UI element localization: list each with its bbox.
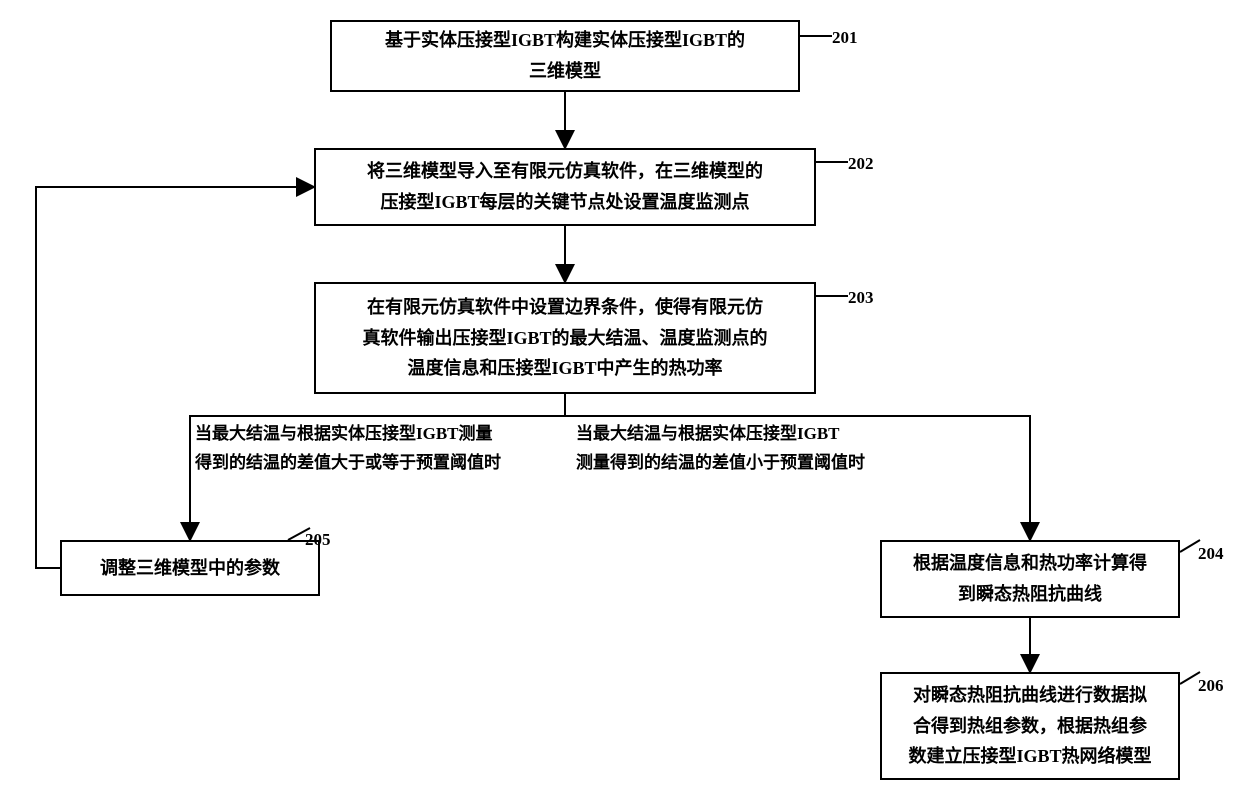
label-205: 205 <box>305 530 331 550</box>
label-202: 202 <box>848 154 874 174</box>
box-204: 根据温度信息和热功率计算得 到瞬态热阻抗曲线 <box>880 540 1180 618</box>
box-202-text: 将三维模型导入至有限元仿真软件，在三维模型的 压接型IGBT每层的关键节点处设置… <box>367 156 763 217</box>
label-203: 203 <box>848 288 874 308</box>
box-201: 基于实体压接型IGBT构建实体压接型IGBT的 三维模型 <box>330 20 800 92</box>
label-201: 201 <box>832 28 858 48</box>
box-202: 将三维模型导入至有限元仿真软件，在三维模型的 压接型IGBT每层的关键节点处设置… <box>314 148 816 226</box>
box-205-text: 调整三维模型中的参数 <box>100 553 280 584</box>
condition-left: 当最大结温与根据实体压接型IGBT测量 得到的结温的差值大于或等于预置阈值时 <box>195 420 501 478</box>
box-204-text: 根据温度信息和热功率计算得 到瞬态热阻抗曲线 <box>913 548 1147 609</box>
label-204: 204 <box>1198 544 1224 564</box>
box-203-text: 在有限元仿真软件中设置边界条件，使得有限元仿 真软件输出压接型IGBT的最大结温… <box>362 292 767 384</box>
box-205: 调整三维模型中的参数 <box>60 540 320 596</box>
flowchart-container: 基于实体压接型IGBT构建实体压接型IGBT的 三维模型 将三维模型导入至有限元… <box>0 0 1239 802</box>
condition-right: 当最大结温与根据实体压接型IGBT 测量得到的结温的差值小于预置阈值时 <box>576 420 865 478</box>
label-206: 206 <box>1198 676 1224 696</box>
box-201-text: 基于实体压接型IGBT构建实体压接型IGBT的 三维模型 <box>385 25 745 86</box>
box-206: 对瞬态热阻抗曲线进行数据拟 合得到热组参数，根据热组参 数建立压接型IGBT热网… <box>880 672 1180 780</box>
box-206-text: 对瞬态热阻抗曲线进行数据拟 合得到热组参数，根据热组参 数建立压接型IGBT热网… <box>908 680 1151 772</box>
box-203: 在有限元仿真软件中设置边界条件，使得有限元仿 真软件输出压接型IGBT的最大结温… <box>314 282 816 394</box>
